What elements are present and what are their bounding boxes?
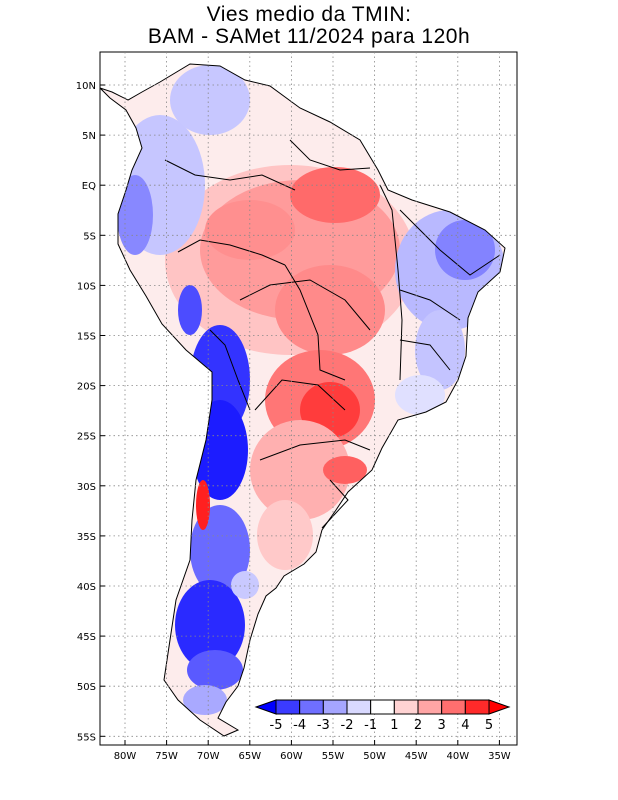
- colorbar-label: 3: [438, 718, 446, 733]
- colorbar-label: -5: [270, 718, 283, 733]
- lat-tick-label: 30S: [77, 482, 96, 493]
- lat-tick-label: 40S: [77, 582, 96, 593]
- lon-tick-label: 80W: [114, 751, 137, 762]
- longitude-labels: 80W 75W 70W 65W 60W 55W 50W 45W 40W 35W: [114, 740, 511, 762]
- lon-tick-label: 40W: [446, 751, 469, 762]
- colorbar-swatch: [393, 699, 419, 715]
- lat-tick-label: 25S: [77, 432, 96, 443]
- colorbar-label: 5: [485, 718, 493, 733]
- lat-tick-label: 5S: [83, 231, 96, 242]
- lat-tick-label: 15S: [77, 332, 96, 343]
- colorbar: -5 -4 -3 -2 -1 1 2 3 4 5: [254, 699, 511, 733]
- map-title-line-2: BAM - SAMet 11/2024 para 120h: [147, 25, 471, 48]
- colorbar-label: 4: [461, 718, 469, 733]
- lon-tick-label: 45W: [405, 751, 428, 762]
- country-borders: [100, 63, 506, 737]
- latitude-labels: 10N 5N EQ 5S 10S 15S 20S 25S 30S 35S 40S 45S 50S 55S: [76, 81, 105, 743]
- lat-tick-label: 10N: [76, 81, 96, 92]
- lon-tick-label: 65W: [238, 751, 261, 762]
- map-title-line-1: Vies medio da TMIN:: [206, 3, 412, 26]
- colorbar-swatch: [464, 699, 490, 715]
- colorbar-label: -2: [341, 718, 354, 733]
- lat-tick-label: 10S: [77, 281, 96, 292]
- lon-tick-label: 75W: [155, 751, 178, 762]
- lon-tick-label: 55W: [322, 751, 345, 762]
- colorbar-label: 2: [414, 718, 422, 733]
- lat-tick-label: 45S: [77, 632, 96, 643]
- lat-tick-label: 20S: [77, 382, 96, 393]
- lat-tick-label: 50S: [77, 682, 96, 693]
- lat-tick-label: EQ: [82, 181, 96, 192]
- colorbar-label: -1: [364, 718, 377, 733]
- colorbar-swatch: [441, 699, 466, 715]
- colorbar-label: -4: [293, 718, 306, 733]
- grid-lines: [100, 52, 517, 745]
- colorbar-swatch: [370, 699, 395, 715]
- lon-tick-label: 35W: [488, 751, 511, 762]
- colorbar-label: -3: [317, 718, 330, 733]
- colorbar-swatch: [299, 699, 324, 715]
- colorbar-swatch: [322, 699, 348, 715]
- colorbar-high-extend: [488, 699, 511, 715]
- lat-tick-label: 5N: [82, 131, 96, 142]
- lat-tick-label: 35S: [77, 532, 96, 543]
- lon-tick-label: 50W: [363, 751, 386, 762]
- colorbar-swatch: [417, 699, 443, 715]
- lon-tick-label: 60W: [280, 751, 303, 762]
- colorbar-swatch: [346, 699, 372, 715]
- lon-tick-label: 70W: [197, 751, 220, 762]
- colorbar-swatch: [275, 699, 301, 715]
- lat-tick-label: 55S: [77, 732, 96, 743]
- colorbar-label: 1: [390, 718, 398, 733]
